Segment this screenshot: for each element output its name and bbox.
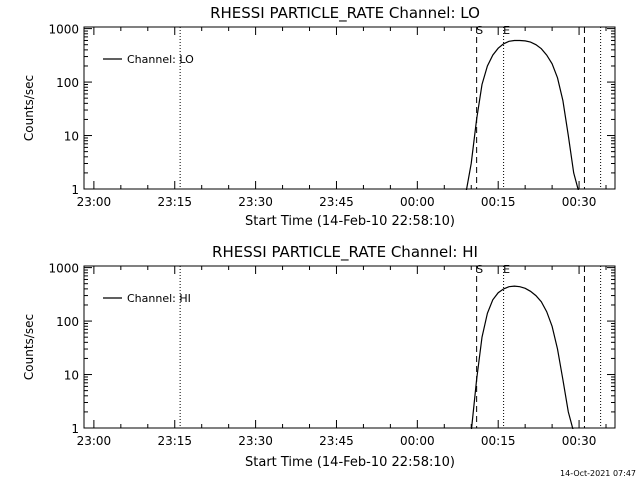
footer-timestamp: 14-Oct-2021 07:47 (560, 469, 636, 478)
series-line-lo (465, 39, 579, 190)
legend-label-hi: Channel: HI (127, 292, 191, 305)
y-tick-label: 10 (64, 369, 79, 383)
marker-e: E (503, 263, 510, 276)
y-tick-label: 100 (56, 76, 79, 90)
chart-title: RHESSI PARTICLE_RATE Channel: LO (210, 4, 480, 23)
x-tick-label: 00:30 (562, 195, 597, 209)
y-tick-label: 1 (71, 183, 79, 197)
x-tick-label: 00:30 (562, 434, 597, 448)
x-tick-label: 23:30 (238, 195, 273, 209)
x-tick-label: 00:00 (400, 195, 435, 209)
marker-e: E (503, 24, 510, 37)
plot-frame (83, 26, 616, 190)
x-tick-label: 00:15 (481, 195, 516, 209)
y-tick-label: 1 (71, 422, 79, 436)
y-tick-label: 10 (64, 130, 79, 144)
x-tick-label: 23:00 (77, 195, 112, 209)
x-tick-label: 23:45 (319, 434, 354, 448)
x-axis-label: Start Time (14-Feb-10 22:58:10) (245, 455, 455, 470)
y-tick-label: 1000 (48, 262, 79, 276)
y-axis-label: Counts/sec (22, 314, 36, 380)
x-tick-label: 23:00 (77, 434, 112, 448)
chart-panel-lo: RHESSI PARTICLE_RATE Channel: LO 23:00 23:… (22, 4, 616, 229)
y-tick-label: 100 (56, 315, 79, 329)
marker-s: S (476, 263, 483, 276)
chart-panel-hi: RHESSI PARTICLE_RATE Channel: HI 23:00 23:… (22, 243, 616, 470)
x-axis-label: Start Time (14-Feb-10 22:58:10) (245, 214, 455, 229)
marker-s: S (476, 24, 483, 37)
x-tick-label: 23:45 (319, 195, 354, 209)
plot-frame (83, 265, 616, 429)
y-tick-label: 1000 (48, 23, 79, 37)
x-tick-label: 00:00 (400, 434, 435, 448)
x-tick-label: 00:15 (481, 434, 516, 448)
x-tick-label: 23:15 (157, 195, 192, 209)
x-tick-label: 23:30 (238, 434, 273, 448)
series-line-hi (470, 285, 574, 429)
x-tick-label: 23:15 (157, 434, 192, 448)
chart-title: RHESSI PARTICLE_RATE Channel: HI (212, 243, 478, 262)
y-axis-label: Counts/sec (22, 75, 36, 141)
legend-label-lo: Channel: LO (127, 53, 194, 66)
